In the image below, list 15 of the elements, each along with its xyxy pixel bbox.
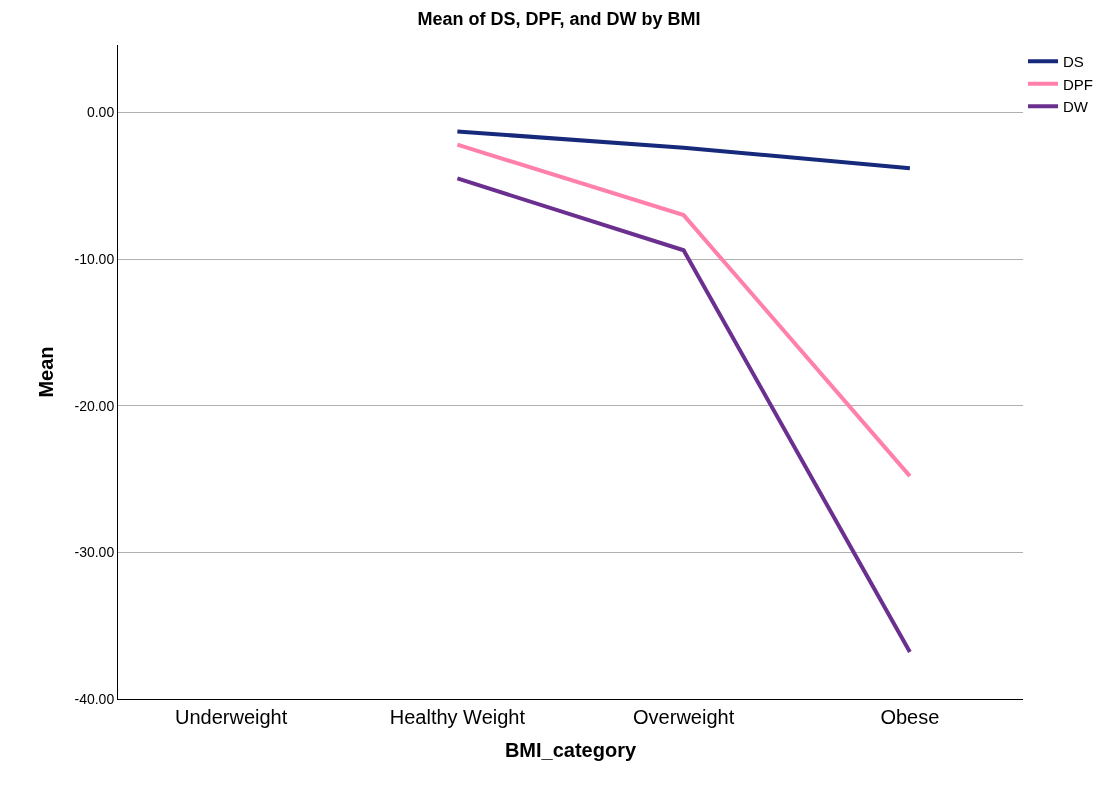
x-tick-label: Overweight	[633, 706, 735, 728]
y-tick-label: -40.00	[74, 690, 115, 707]
x-axis-title: BMI_category	[504, 738, 637, 761]
y-tick-label: 0.00	[86, 104, 115, 121]
x-tick-label: Healthy Weight	[389, 706, 526, 728]
legend-label: DPF	[1063, 75, 1093, 93]
y-tick-label: -10.00	[74, 250, 115, 267]
y-tick-label: -30.00	[74, 544, 115, 561]
y-axis-title: Mean	[35, 346, 57, 398]
y-tick-label: -20.00	[74, 397, 115, 414]
legend-label: DW	[1063, 98, 1089, 116]
x-tick-label: Obese	[880, 706, 940, 728]
chart-title: Mean of DS, DPF, and DW by BMI	[417, 8, 701, 29]
legend-label: DS	[1063, 53, 1084, 71]
x-tick-label: Underweight	[174, 706, 288, 728]
